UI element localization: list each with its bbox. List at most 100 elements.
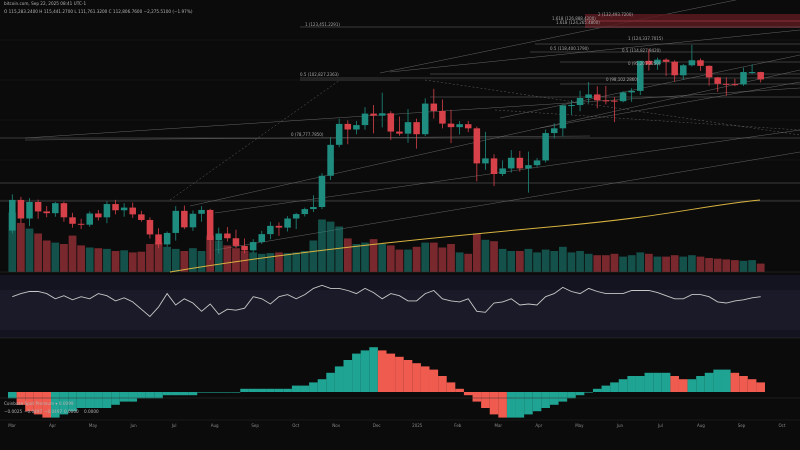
volume-bar (68, 235, 77, 272)
volume-bar (292, 252, 301, 272)
volume-bar (249, 252, 258, 272)
volume-bar (670, 255, 679, 272)
x-axis: Mar Apr May Jun Jul Aug Sep Oct Nov Dec 2025 Feb Mar… (0, 419, 800, 428)
momentum-bar (51, 392, 60, 418)
momentum-bar (704, 372, 714, 392)
volume-bar (17, 223, 25, 272)
momentum-bar (438, 376, 447, 392)
momentum-bar (154, 392, 163, 399)
candle-body (740, 72, 747, 85)
volume-bar (378, 244, 387, 272)
candle-body (34, 201, 42, 212)
candle-body (60, 203, 68, 218)
volume-bar (739, 260, 748, 272)
momentum-bar (395, 356, 404, 392)
momentum-bar (610, 382, 619, 392)
momentum-bar (524, 392, 533, 415)
momentum-bar (644, 372, 654, 392)
candle-body (275, 225, 283, 228)
candle-body (593, 94, 601, 101)
candle-body (542, 133, 549, 161)
volume-bar (189, 248, 197, 272)
volume-bar (498, 248, 507, 272)
candle-body (576, 97, 584, 106)
volume-bar (34, 233, 42, 272)
momentum-bar (558, 392, 568, 402)
candle-body (585, 94, 592, 98)
candle-body (95, 213, 102, 218)
ohlc-line: O 115,283.2400 H 115,441.2700 L 111,761.… (4, 9, 193, 14)
fib-label: 1.618 (124,265.4800) (556, 20, 600, 25)
volume-bar (507, 251, 516, 272)
momentum-bar (257, 388, 267, 392)
momentum-bar (85, 392, 95, 408)
candle-body (249, 242, 257, 251)
volume-bar (85, 247, 94, 272)
volume-bar (567, 252, 576, 272)
candle-body (559, 105, 567, 129)
momentum-bar (696, 376, 705, 392)
candle-body (387, 113, 395, 132)
momentum-bar (68, 392, 77, 412)
volume-bar (361, 242, 369, 272)
volume-bar (386, 245, 395, 272)
momentum-bar (386, 353, 396, 392)
candle-body (430, 103, 438, 111)
momentum-bar (128, 392, 138, 402)
momentum-bar (231, 392, 241, 393)
candle-body (413, 122, 420, 135)
volume-bar (576, 251, 584, 272)
candle-body (318, 175, 326, 208)
momentum-bar (515, 392, 525, 418)
momentum-bar (601, 385, 611, 392)
volume-bar (601, 255, 610, 272)
volume-bar (369, 239, 378, 272)
candle-body (705, 65, 713, 78)
candle-body (731, 84, 739, 86)
candle-body (611, 100, 618, 102)
candle-body (146, 219, 154, 235)
candle-body (662, 59, 670, 62)
candle-body (748, 72, 756, 74)
momentum-bar (472, 392, 482, 402)
candle-body (636, 60, 644, 91)
volume-bar (94, 248, 103, 272)
volume-bar (679, 256, 688, 272)
candle-body (568, 105, 575, 107)
volume-bar (51, 242, 60, 272)
volume-bar (266, 253, 275, 272)
x-tick-label: May (575, 423, 584, 428)
fib-label: 0 (95,201.2250) (628, 61, 661, 66)
volume-bar (438, 247, 447, 272)
candle-body (714, 77, 721, 84)
premium-value: −0.0497 (44, 409, 62, 414)
momentum-bar (248, 388, 258, 392)
momentum-bar (481, 392, 490, 408)
candle-body (258, 234, 266, 243)
momentum-bar (756, 382, 765, 392)
premium-value: 0.0000 (64, 409, 79, 414)
volume-bar (103, 248, 111, 272)
x-tick-label: Jul (171, 423, 177, 428)
candle-body (327, 144, 334, 176)
oscillator-band (0, 290, 800, 330)
momentum-bar (137, 392, 146, 399)
x-tick-label: Jul (657, 423, 663, 428)
momentum-bar (463, 392, 473, 396)
volume-bar (240, 251, 249, 272)
candle-body (206, 209, 214, 241)
volume-bar (257, 253, 266, 272)
volume-bar (550, 251, 559, 272)
momentum-bar (25, 392, 34, 412)
volume-bar (748, 260, 756, 272)
candle-body (310, 207, 317, 210)
volume-bar (128, 252, 137, 272)
candle-body (112, 204, 119, 211)
momentum-bar (592, 388, 602, 392)
trendline (389, 29, 800, 73)
momentum-bar (455, 388, 464, 392)
volume-bar (619, 256, 627, 272)
x-tick-label: Sep (251, 423, 259, 428)
volume-bar (464, 253, 473, 272)
